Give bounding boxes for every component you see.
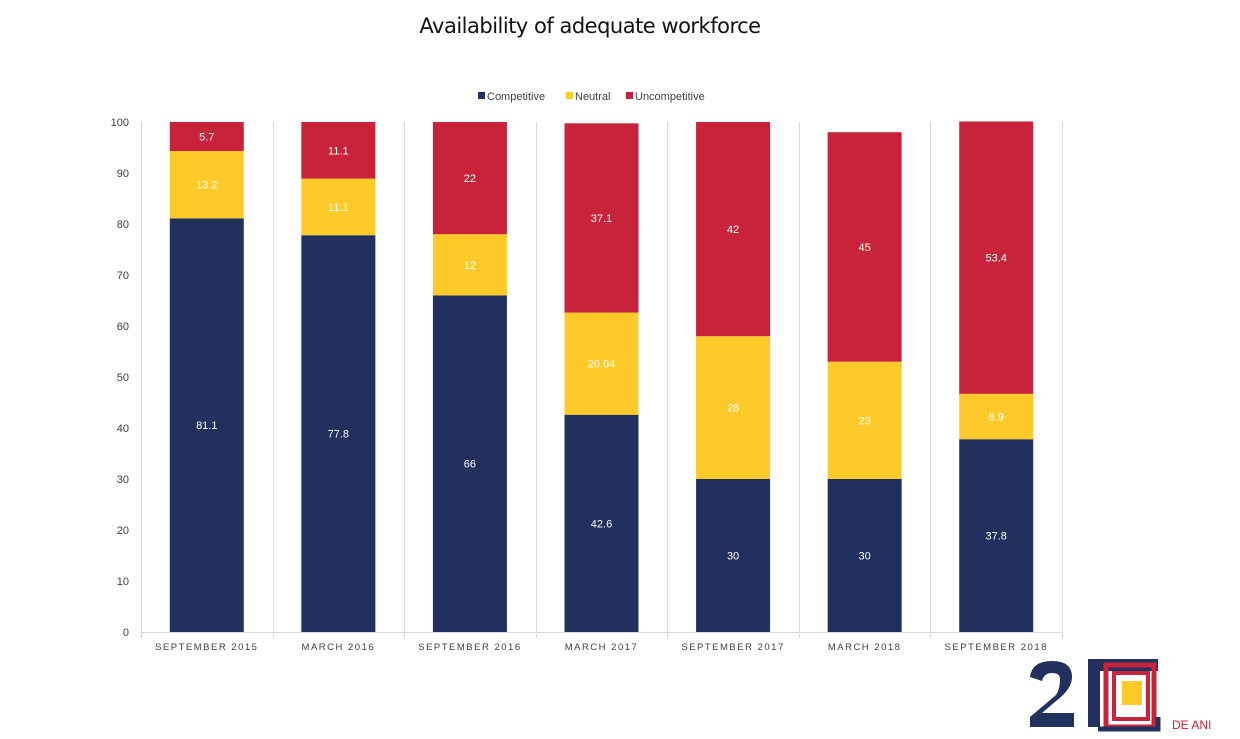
data-label: 37.1 [591, 213, 612, 225]
bar-stack: 77.8 11.1 11.1 [301, 122, 376, 632]
y-tick-label: 80 [117, 219, 129, 231]
x-tick-label: MARCH 2017 [565, 642, 639, 653]
data-label: 11.1 [328, 202, 349, 214]
x-tick-label: SEPTEMBER 2016 [418, 642, 521, 653]
x-axis: SEPTEMBER 2015 MARCH 2016 SEPTEMBER 2016 MA… [141, 632, 1062, 653]
bar-segment-competitive [696, 479, 771, 632]
data-label: 66 [464, 459, 476, 471]
legend-swatch [626, 92, 633, 99]
bar-segment-uncompetitive [432, 122, 507, 235]
bar-segment-neutral [959, 393, 1034, 440]
legend-item-competitive: Competitive [478, 91, 545, 103]
x-tick-label: SEPTEMBER 2015 [155, 642, 258, 653]
data-label: 12 [464, 260, 476, 272]
y-tick-label: 30 [117, 474, 129, 486]
bar-segment-neutral [564, 312, 639, 415]
bar-stack: 37.8 8.9 53.4 [959, 121, 1034, 632]
x-tick-label: MARCH 2018 [828, 642, 902, 653]
y-tick-label: 70 [117, 270, 129, 282]
y-tick-label: 10 [117, 576, 129, 588]
bar-segment-uncompetitive [827, 132, 902, 362]
bar-segment-competitive [432, 295, 507, 632]
bar-segment-competitive [301, 235, 376, 632]
legend-item-neutral: Neutral [566, 91, 610, 103]
data-label: 30 [859, 551, 871, 563]
bar-segment-uncompetitive [959, 121, 1034, 394]
data-label: 30 [727, 551, 739, 563]
y-tick-label: 50 [117, 372, 129, 384]
legend-swatch [566, 92, 573, 99]
bar-stack: 66 12 22 [432, 122, 507, 632]
bar-segment-neutral [169, 151, 244, 219]
data-label: 81.1 [196, 420, 217, 432]
y-tick-label: 0 [123, 627, 129, 639]
data-label: 13.2 [196, 180, 217, 192]
data-label: 5.7 [199, 132, 214, 144]
logo-icon [1030, 659, 1161, 732]
chart-title: Availability of adequate workforce [419, 14, 761, 38]
bar-segment-competitive [564, 414, 639, 632]
legend-item-uncompetitive: Uncompetitive [626, 91, 705, 103]
data-label: 8.9 [989, 412, 1004, 424]
bar-stack: 30 28 42 [696, 122, 771, 632]
legend-label: Competitive [487, 91, 545, 103]
legend: Competitive Neutral Uncompetitive [478, 91, 705, 103]
data-label: 28 [727, 403, 739, 415]
category-separators [141, 122, 1063, 638]
logo-text: DE ANI [1172, 718, 1212, 732]
y-tick-label: 60 [117, 321, 129, 333]
y-tick-label: 90 [117, 168, 129, 180]
bar-stack: 81.1 13.2 5.7 [169, 122, 244, 632]
bar-segment-uncompetitive [696, 122, 771, 337]
data-label: 42 [727, 224, 739, 236]
y-tick-label: 40 [117, 423, 129, 435]
data-label: 45 [859, 242, 871, 254]
data-label: 11.1 [328, 145, 349, 157]
bar-segment-competitive [959, 439, 1034, 632]
data-label: 37.8 [986, 531, 1007, 543]
legend-swatch [478, 92, 485, 99]
x-tick-label: SEPTEMBER 2017 [681, 642, 784, 653]
data-label: 42.6 [591, 518, 612, 530]
bar-segment-neutral [432, 234, 507, 296]
x-tick-label: SEPTEMBER 2018 [945, 642, 1048, 653]
y-tick-label: 20 [117, 525, 129, 537]
legend-label: Neutral [575, 91, 610, 103]
bar-segment-neutral [301, 178, 376, 236]
bar-stack: 30 23 45 [827, 132, 902, 632]
x-tick-label: MARCH 2016 [302, 642, 376, 653]
bar-segment-uncompetitive [301, 122, 376, 179]
bar-segment-uncompetitive [564, 123, 639, 313]
data-label: 53.4 [986, 253, 1007, 265]
bar-segment-uncompetitive [169, 122, 244, 152]
data-label: 77.8 [328, 429, 349, 441]
bar-segment-neutral [827, 361, 902, 479]
y-tick-label: 100 [111, 117, 129, 129]
data-label: 20.04 [588, 359, 616, 371]
bar-segment-competitive [827, 479, 902, 632]
legend-label: Uncompetitive [635, 91, 705, 103]
bar-segment-neutral [696, 336, 771, 479]
bar-stack: 42.6 20.04 37.1 [564, 123, 639, 632]
data-label: 23 [859, 415, 871, 427]
data-label: 22 [464, 173, 476, 185]
bars: 81.1 13.2 5.7 77.8 11.1 11.1 66 12 22 42.6 20.04 37… [169, 121, 1034, 632]
y-axis: 0 10 20 30 40 50 60 70 80 90 100 [111, 117, 129, 639]
bar-segment-competitive [169, 218, 244, 632]
